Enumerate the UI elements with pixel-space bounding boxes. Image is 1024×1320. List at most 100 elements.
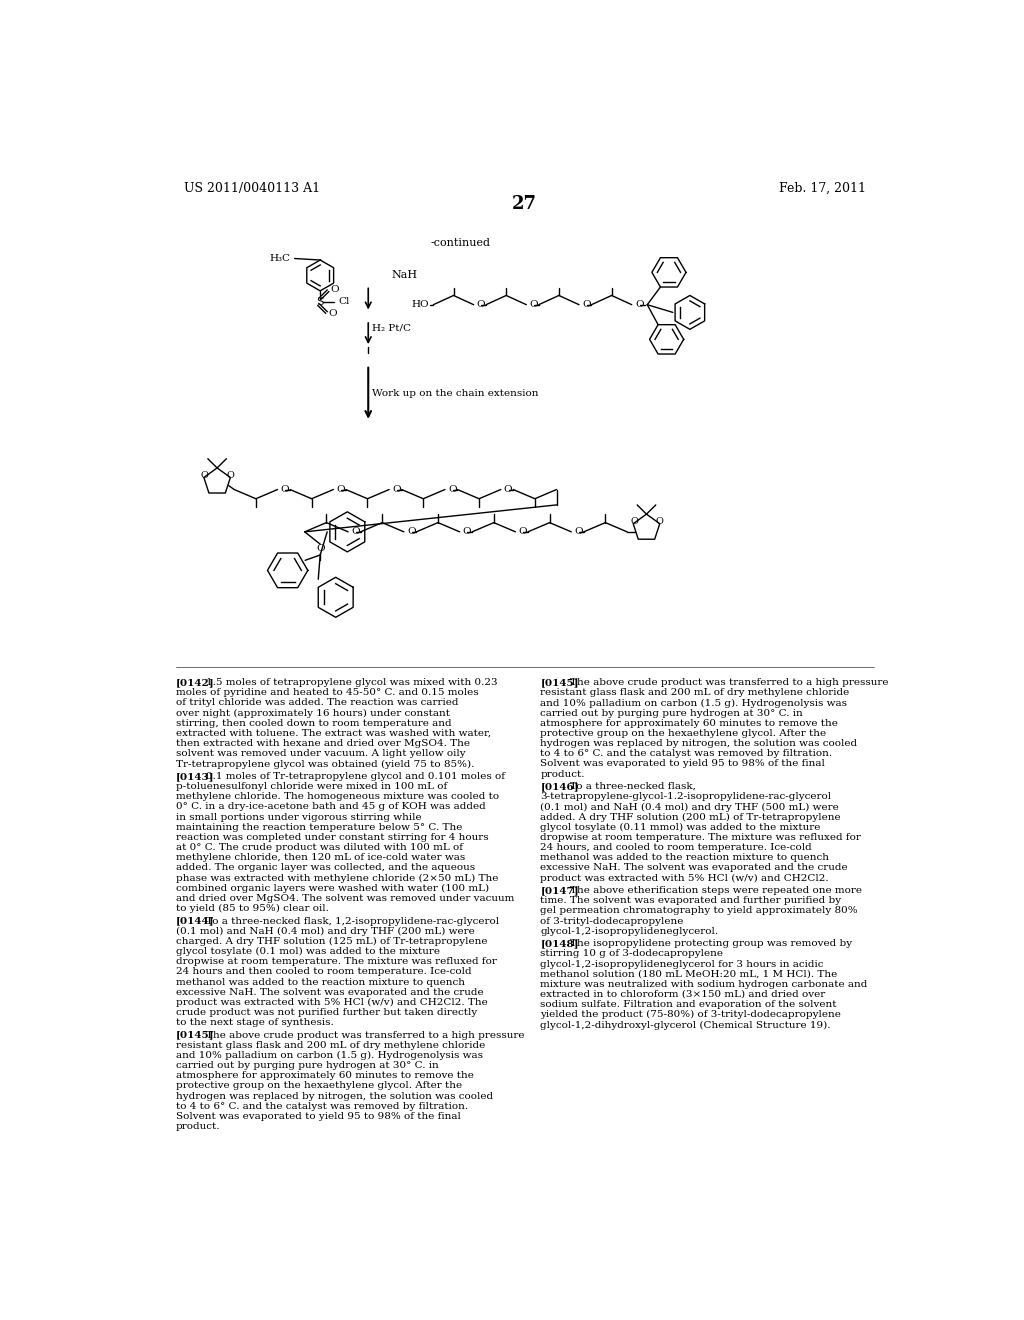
Text: US 2011/0040113 A1: US 2011/0040113 A1 (183, 182, 319, 194)
Text: O: O (655, 517, 664, 527)
Text: and 10% palladium on carbon (1.5 g). Hydrogenolysis was: and 10% palladium on carbon (1.5 g). Hyd… (176, 1051, 483, 1060)
Text: 24 hours, and cooled to room temperature. Ice-cold: 24 hours, and cooled to room temperature… (541, 843, 812, 853)
Text: protective group on the hexaethylene glycol. After the: protective group on the hexaethylene gly… (541, 729, 826, 738)
Text: O: O (407, 528, 416, 536)
Text: Feb. 17, 2011: Feb. 17, 2011 (779, 182, 866, 194)
Text: of 3-trityl-dodecapropylene: of 3-trityl-dodecapropylene (541, 916, 684, 925)
Text: O: O (574, 528, 583, 536)
Text: 24 hours and then cooled to room temperature. Ice-cold: 24 hours and then cooled to room tempera… (176, 968, 472, 977)
Text: protective group on the hexaethylene glycol. After the: protective group on the hexaethylene gly… (176, 1081, 462, 1090)
Text: H₂ Pt/C: H₂ Pt/C (372, 323, 411, 333)
Text: Work up on the chain extension: Work up on the chain extension (372, 389, 539, 397)
Text: [0147]: [0147] (541, 886, 579, 895)
Text: dropwise at room temperature. The mixture was refluxed for: dropwise at room temperature. The mixtur… (541, 833, 861, 842)
Text: (0.1 mol) and NaH (0.4 mol) and dry THF (200 mL) were: (0.1 mol) and NaH (0.4 mol) and dry THF … (176, 927, 475, 936)
Text: O: O (315, 544, 325, 553)
Text: O: O (226, 471, 234, 480)
Text: Cl: Cl (339, 297, 350, 306)
Text: crude product was not purified further but taken directly: crude product was not purified further b… (176, 1008, 477, 1016)
Text: to 4 to 6° C. and the catalyst was removed by filtration.: to 4 to 6° C. and the catalyst was remov… (541, 750, 833, 758)
Text: 0° C. in a dry-ice-acetone bath and 45 g of KOH was added: 0° C. in a dry-ice-acetone bath and 45 g… (176, 803, 485, 812)
Text: product.: product. (541, 770, 585, 779)
Text: methylene chloride, then 120 mL of ice-cold water was: methylene chloride, then 120 mL of ice-c… (176, 853, 465, 862)
Text: 27: 27 (512, 195, 538, 214)
Text: methanol solution (180 mL MeOH:20 mL, 1 M HCl). The: methanol solution (180 mL MeOH:20 mL, 1 … (541, 970, 838, 978)
Text: Solvent was evaporated to yield 95 to 98% of the final: Solvent was evaporated to yield 95 to 98… (176, 1111, 461, 1121)
Text: NaH: NaH (391, 271, 418, 280)
Text: The above etherification steps were repeated one more: The above etherification steps were repe… (570, 886, 862, 895)
Text: of trityl chloride was added. The reaction was carried: of trityl chloride was added. The reacti… (176, 698, 459, 708)
Text: O: O (201, 471, 209, 480)
Text: product.: product. (176, 1122, 220, 1131)
Text: O: O (392, 484, 401, 494)
Text: O: O (636, 300, 644, 309)
Text: glycol tosylate (0.11 mmol) was added to the mixture: glycol tosylate (0.11 mmol) was added to… (541, 822, 820, 832)
Text: 1.5 moles of tetrapropylene glycol was mixed with 0.23: 1.5 moles of tetrapropylene glycol was m… (206, 678, 498, 688)
Text: dropwise at room temperature. The mixture was refluxed for: dropwise at room temperature. The mixtur… (176, 957, 497, 966)
Text: resistant glass flask and 200 mL of dry methylene chloride: resistant glass flask and 200 mL of dry … (541, 688, 850, 697)
Text: [0146]: [0146] (541, 783, 579, 791)
Text: The above crude product was transferred to a high pressure: The above crude product was transferred … (570, 678, 889, 688)
Text: O: O (630, 517, 638, 527)
Text: H₃C: H₃C (269, 253, 291, 263)
Text: methanol was added to the reaction mixture to quench: methanol was added to the reaction mixtu… (541, 853, 829, 862)
Text: reaction was completed under constant stirring for 4 hours: reaction was completed under constant st… (176, 833, 488, 842)
Text: The above crude product was transferred to a high pressure: The above crude product was transferred … (206, 1031, 524, 1040)
Text: time. The solvent was evaporated and further purified by: time. The solvent was evaporated and fur… (541, 896, 842, 906)
Text: excessive NaH. The solvent was evaporated and the crude: excessive NaH. The solvent was evaporate… (176, 987, 483, 997)
Text: O: O (337, 484, 345, 494)
Text: stirring, then cooled down to room temperature and: stirring, then cooled down to room tempe… (176, 719, 452, 727)
Text: sodium sulfate. Filtration and evaporation of the solvent: sodium sulfate. Filtration and evaporati… (541, 1001, 837, 1010)
Text: [0145]: [0145] (176, 1031, 215, 1040)
Text: product was extracted with 5% HCl (w/v) and CH2Cl2. The: product was extracted with 5% HCl (w/v) … (176, 998, 487, 1007)
Text: 3-tetrapropylene-glycol-1.2-isopropylidene-rac-glycerol: 3-tetrapropylene-glycol-1.2-isopropylide… (541, 792, 831, 801)
Text: Tr-tetrapropylene glycol was obtained (yield 75 to 85%).: Tr-tetrapropylene glycol was obtained (y… (176, 759, 474, 768)
Text: (0.1 mol) and NaH (0.4 mol) and dry THF (500 mL) were: (0.1 mol) and NaH (0.4 mol) and dry THF … (541, 803, 839, 812)
Text: to the next stage of synthesis.: to the next stage of synthesis. (176, 1018, 334, 1027)
Text: O: O (351, 528, 359, 536)
Text: glycol-1,2-dihydroxyl-glycerol (Chemical Structure 19).: glycol-1,2-dihydroxyl-glycerol (Chemical… (541, 1020, 830, 1030)
Text: maintaining the reaction temperature below 5° C. The: maintaining the reaction temperature bel… (176, 822, 463, 832)
Text: atmosphere for approximately 60 minutes to remove the: atmosphere for approximately 60 minutes … (176, 1072, 474, 1080)
Text: p-toluenesulfonyl chloride were mixed in 100 mL of: p-toluenesulfonyl chloride were mixed in… (176, 783, 447, 791)
Text: carried out by purging pure hydrogen at 30° C. in: carried out by purging pure hydrogen at … (176, 1061, 439, 1071)
Text: To a three-necked flask,: To a three-necked flask, (570, 783, 696, 791)
Text: excessive NaH. The solvent was evaporated and the crude: excessive NaH. The solvent was evaporate… (541, 863, 848, 873)
Text: combined organic layers were washed with water (100 mL): combined organic layers were washed with… (176, 884, 489, 892)
Text: to yield (85 to 95%) clear oil.: to yield (85 to 95%) clear oil. (176, 904, 329, 913)
Text: O: O (518, 528, 527, 536)
Text: glycol-1,2-isopropylideneglycerol.: glycol-1,2-isopropylideneglycerol. (541, 927, 719, 936)
Text: at 0° C. The crude product was diluted with 100 mL of: at 0° C. The crude product was diluted w… (176, 843, 463, 853)
Text: methanol was added to the reaction mixture to quench: methanol was added to the reaction mixtu… (176, 978, 465, 986)
Text: product was extracted with 5% HCl (w/v) and CH2Cl2.: product was extracted with 5% HCl (w/v) … (541, 874, 828, 883)
Text: [0148]: [0148] (541, 940, 579, 948)
Text: added. The organic layer was collected, and the aqueous: added. The organic layer was collected, … (176, 863, 475, 873)
Text: O: O (331, 285, 339, 294)
Text: hydrogen was replaced by nitrogen, the solution was cooled: hydrogen was replaced by nitrogen, the s… (176, 1092, 494, 1101)
Text: and 10% palladium on carbon (1.5 g). Hydrogenolysis was: and 10% palladium on carbon (1.5 g). Hyd… (541, 698, 847, 708)
Text: then extracted with hexane and dried over MgSO4. The: then extracted with hexane and dried ove… (176, 739, 470, 748)
Text: moles of pyridine and heated to 45-50° C. and 0.15 moles: moles of pyridine and heated to 45-50° C… (176, 688, 478, 697)
Text: -continued: -continued (430, 238, 490, 248)
Text: O: O (583, 300, 591, 309)
Text: resistant glass flask and 200 mL of dry methylene chloride: resistant glass flask and 200 mL of dry … (176, 1041, 485, 1049)
Text: added. A dry THF solution (200 mL) of Tr-tetrapropylene: added. A dry THF solution (200 mL) of Tr… (541, 813, 841, 822)
Text: [0142]: [0142] (176, 678, 215, 688)
Text: HO: HO (412, 300, 429, 309)
Text: glycol-1,2-isopropylideneglycerol for 3 hours in acidic: glycol-1,2-isopropylideneglycerol for 3 … (541, 960, 823, 969)
Text: extracted with toluene. The extract was washed with water,: extracted with toluene. The extract was … (176, 729, 492, 738)
Text: O: O (529, 300, 538, 309)
Text: [0144]: [0144] (176, 916, 215, 925)
Text: yielded the product (75-80%) of 3-trityl-dodecapropylene: yielded the product (75-80%) of 3-trityl… (541, 1010, 841, 1019)
Text: O: O (328, 309, 337, 318)
Text: 0.1 moles of Tr-tetrapropylene glycol and 0.101 moles of: 0.1 moles of Tr-tetrapropylene glycol an… (206, 772, 505, 781)
Text: atmosphere for approximately 60 minutes to remove the: atmosphere for approximately 60 minutes … (541, 719, 839, 727)
Text: To a three-necked flask, 1,2-isopropylidene-rac-glycerol: To a three-necked flask, 1,2-isopropylid… (206, 916, 500, 925)
Text: methylene chloride. The homogeneous mixture was cooled to: methylene chloride. The homogeneous mixt… (176, 792, 499, 801)
Text: in small portions under vigorous stirring while: in small portions under vigorous stirrin… (176, 813, 422, 821)
Text: extracted in to chloroform (3×150 mL) and dried over: extracted in to chloroform (3×150 mL) an… (541, 990, 825, 999)
Text: hydrogen was replaced by nitrogen, the solution was cooled: hydrogen was replaced by nitrogen, the s… (541, 739, 857, 748)
Text: [0143]: [0143] (176, 772, 215, 781)
Text: phase was extracted with methylene chloride (2×50 mL) The: phase was extracted with methylene chlor… (176, 874, 499, 883)
Text: Solvent was evaporated to yield 95 to 98% of the final: Solvent was evaporated to yield 95 to 98… (541, 759, 825, 768)
